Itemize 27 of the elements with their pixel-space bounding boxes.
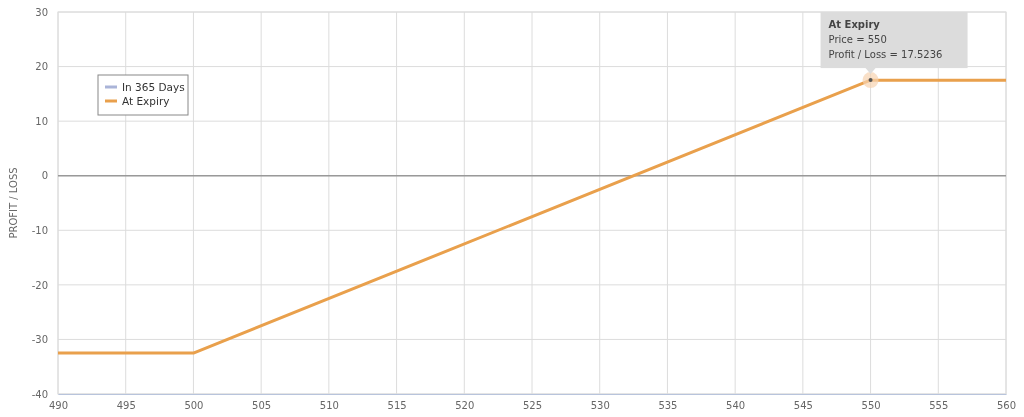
x-tick-label: 550 [861,400,881,412]
x-tick-label: 500 [184,400,204,412]
annotation: At Expiry Price = 550 Profit / Loss = 17.5236 [828,19,943,61]
x-tick-label: 555 [929,400,949,412]
x-tick-label: 505 [252,400,272,412]
x-tick-label: 540 [726,400,746,412]
y-axis-title: PROFIT / LOSS [8,167,19,239]
x-tick-label: 520 [455,400,475,412]
x-tick-label: 560 [996,400,1017,412]
x-tick-label: 525 [522,400,543,412]
y-tick-label: 30 [35,6,48,18]
y-tick-label: -20 [31,279,48,291]
x-tick-label: 510 [319,400,339,412]
x-tick-label: 530 [590,400,610,412]
y-tick-label: -10 [31,224,48,236]
x-tick-label: 515 [387,400,407,412]
y-tick-label: 20 [35,61,48,73]
legend-label: In 365 Days [122,81,185,93]
x-tick-label: 535 [658,400,678,412]
x-tick-label: 545 [793,400,813,412]
x-tick-label: 495 [116,400,136,412]
legend-label: At Expiry [122,95,170,107]
x-tick-label: 490 [48,400,69,412]
y-tick-label: -30 [31,334,48,346]
y-tick-label: 0 [41,170,48,182]
y-tick-label: -40 [31,388,48,400]
y-tick-label: 10 [35,115,48,127]
